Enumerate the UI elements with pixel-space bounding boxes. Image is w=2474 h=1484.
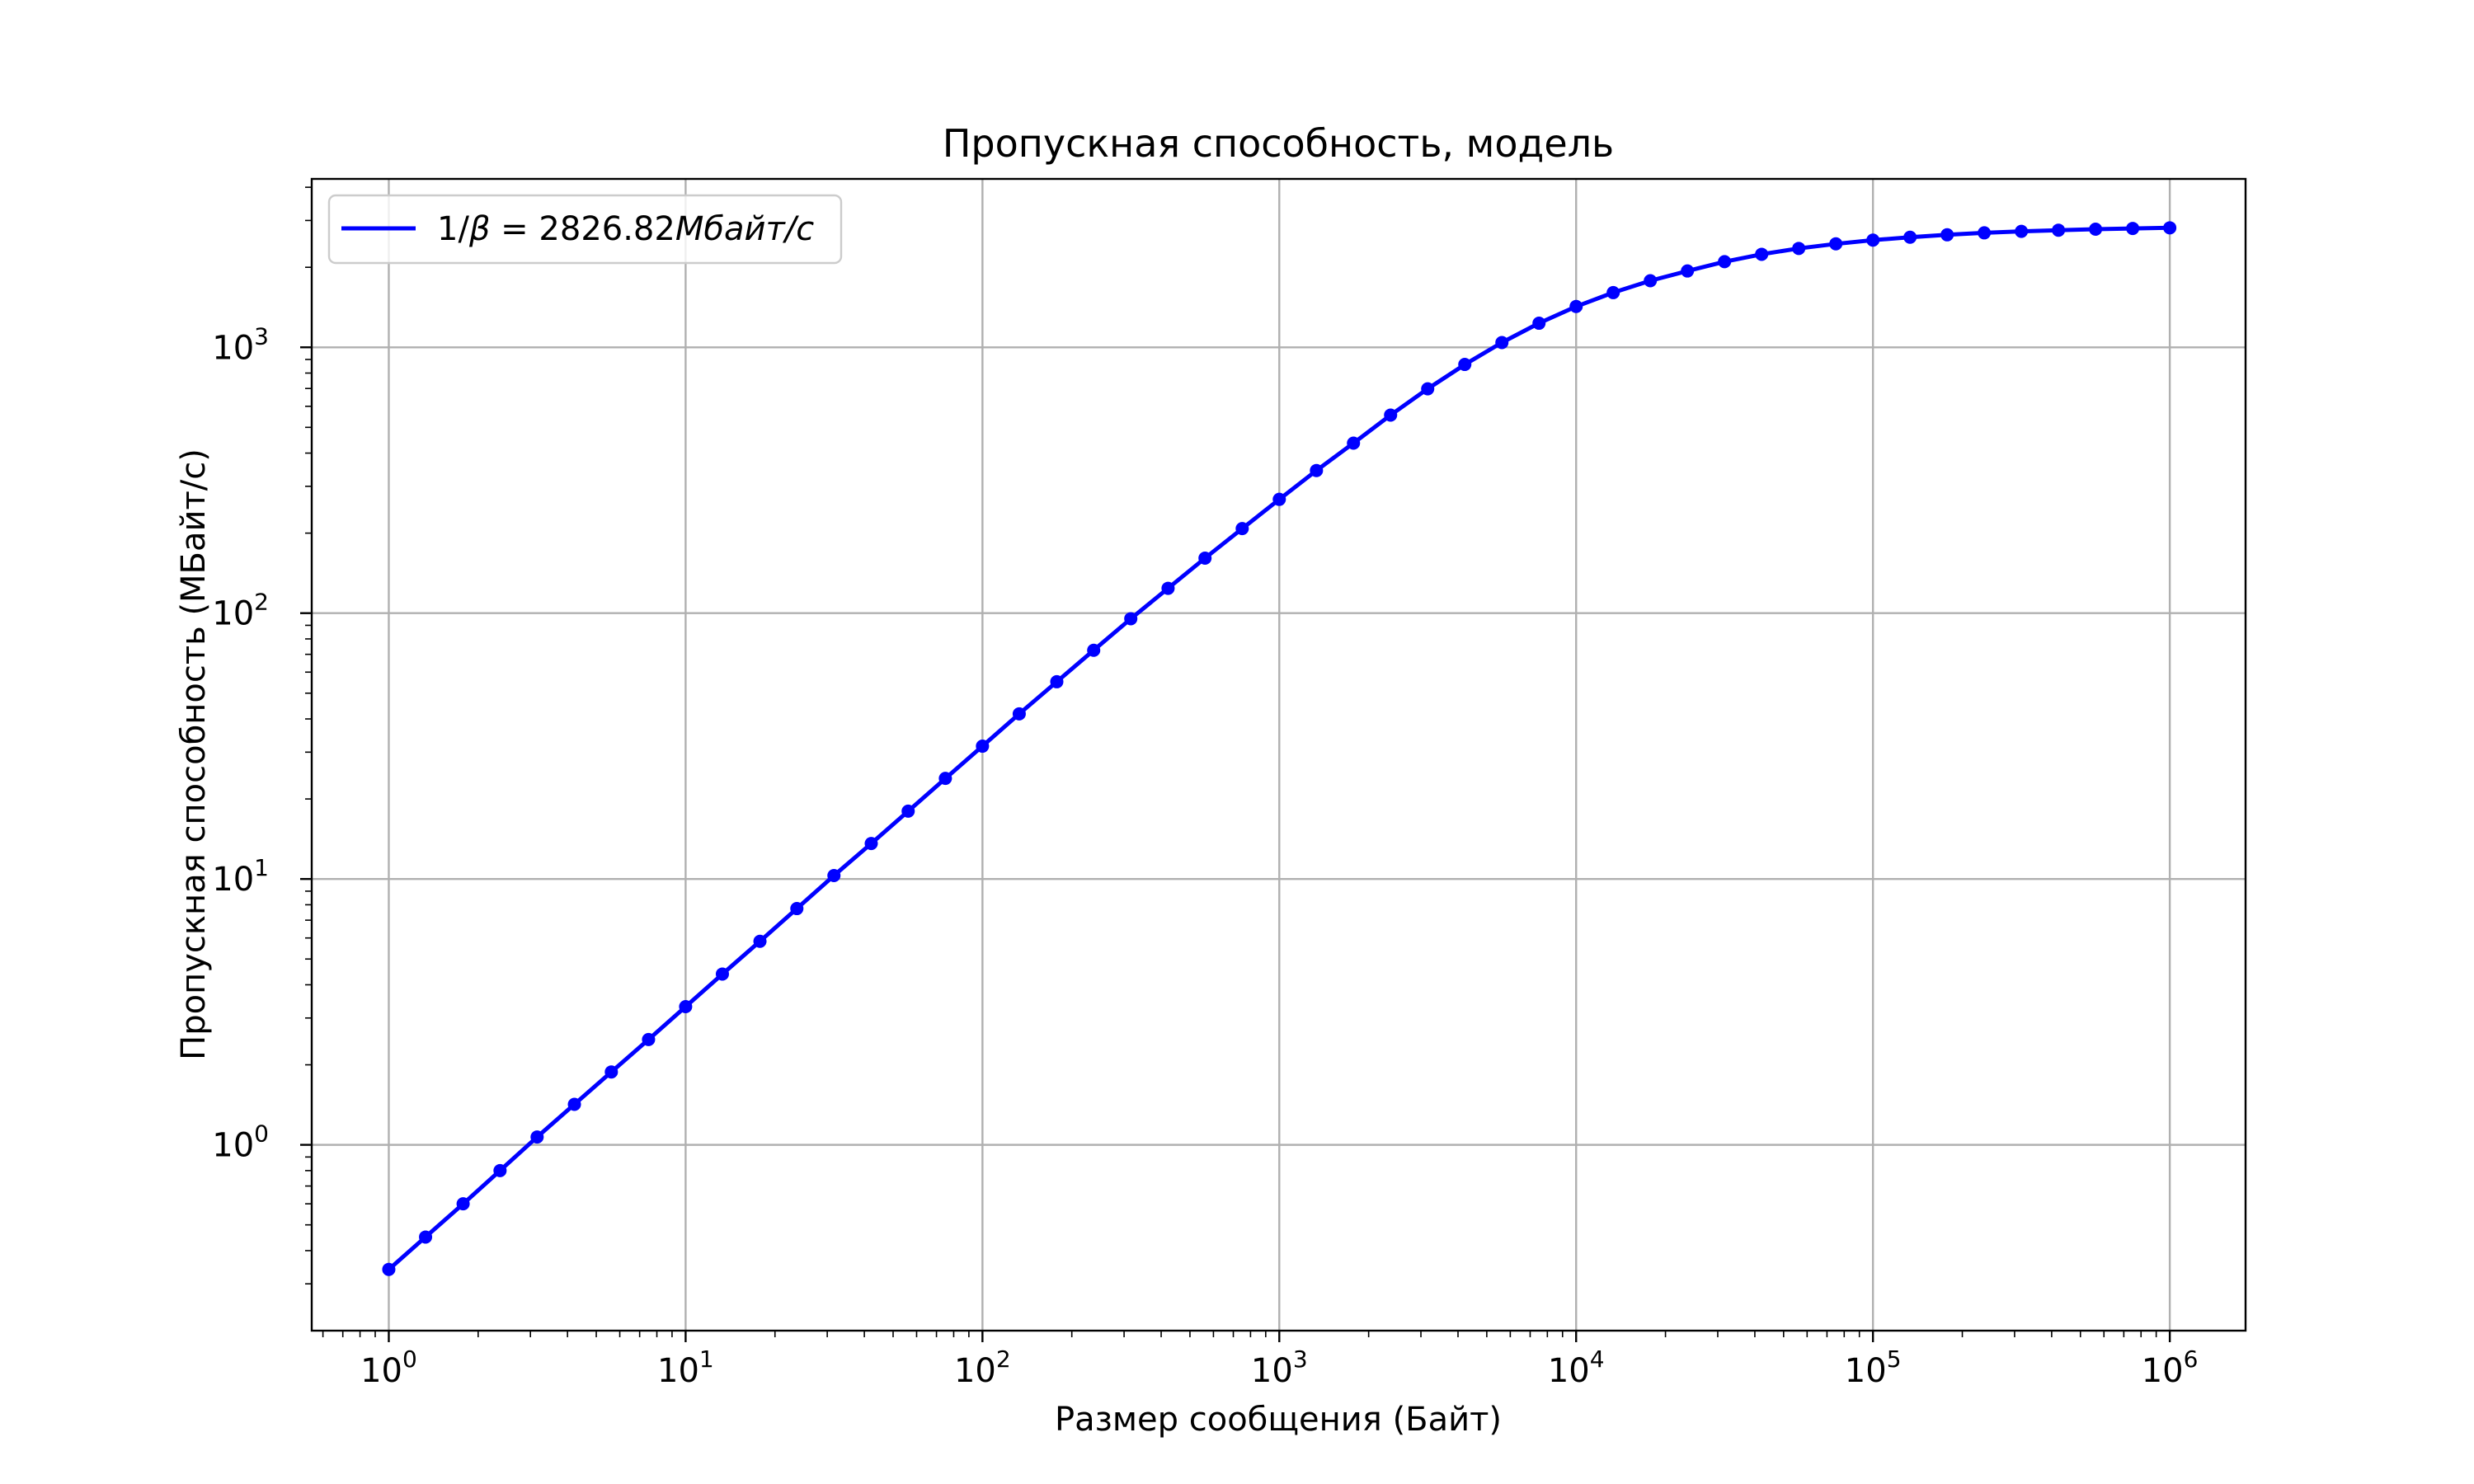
y-tick-label: 103 bbox=[212, 322, 269, 367]
data-point bbox=[1198, 552, 1212, 566]
data-point bbox=[642, 1032, 656, 1046]
data-point bbox=[2163, 221, 2177, 235]
data-point bbox=[1087, 643, 1101, 657]
data-point bbox=[938, 772, 952, 786]
x-tick-label: 106 bbox=[2142, 1345, 2199, 1390]
data-point bbox=[382, 1262, 396, 1276]
y-axis-label: Пропускная способность (МБайт/с) bbox=[175, 448, 213, 1060]
data-point bbox=[1310, 463, 1324, 477]
data-point bbox=[530, 1130, 544, 1144]
data-point bbox=[2089, 222, 2103, 236]
data-point bbox=[2052, 223, 2066, 237]
x-tick-label: 104 bbox=[1548, 1345, 1605, 1390]
data-point bbox=[1978, 226, 1992, 240]
legend-entry: 1/β = 2826.82Мбайт/с bbox=[437, 210, 814, 248]
data-point bbox=[1644, 274, 1658, 288]
data-point bbox=[976, 740, 990, 754]
data-point bbox=[1458, 358, 1472, 372]
ticks: 100 101 102 103 104 105 106 100 101 102 103 bbox=[212, 186, 2199, 1390]
y-tick-label: 100 bbox=[212, 1120, 269, 1165]
data-point bbox=[1606, 285, 1620, 299]
data-point bbox=[1050, 674, 1064, 688]
data-point bbox=[715, 967, 729, 981]
data-point bbox=[1940, 228, 1954, 242]
x-tick-label: 102 bbox=[954, 1345, 1011, 1390]
data-point bbox=[1161, 581, 1175, 595]
x-tick-label: 101 bbox=[657, 1345, 714, 1390]
data-point bbox=[493, 1163, 507, 1177]
data-point bbox=[1792, 242, 1806, 256]
data-point bbox=[1532, 317, 1546, 331]
data-point bbox=[419, 1230, 433, 1244]
y-tick-label: 101 bbox=[212, 854, 269, 899]
data-point bbox=[1347, 436, 1361, 450]
data-point bbox=[1866, 233, 1880, 247]
data-point bbox=[567, 1097, 581, 1111]
legend-box bbox=[327, 194, 843, 265]
x-axis-label: Размер сообщения (Байт) bbox=[1055, 1401, 1502, 1439]
chart-title: Пропускная способность, модель bbox=[943, 121, 1614, 166]
legend: 1/β = 2826.82Мбайт/с bbox=[327, 194, 843, 265]
data-point bbox=[827, 869, 841, 883]
data-point bbox=[456, 1197, 470, 1211]
data-point bbox=[790, 902, 804, 916]
data-point bbox=[1755, 247, 1769, 261]
data-point bbox=[1421, 382, 1435, 396]
data-point bbox=[1681, 264, 1695, 278]
data-point bbox=[1272, 492, 1286, 506]
series-layer bbox=[382, 221, 2177, 1276]
y-tick-label: 102 bbox=[212, 589, 269, 633]
data-point bbox=[2015, 224, 2029, 238]
data-point bbox=[901, 804, 915, 818]
data-point bbox=[1718, 255, 1732, 269]
data-point bbox=[1384, 408, 1398, 422]
data-point bbox=[679, 999, 693, 1013]
data-point bbox=[2126, 222, 2140, 236]
data-point bbox=[1012, 707, 1026, 721]
data-point bbox=[1569, 299, 1583, 313]
data-point bbox=[604, 1065, 618, 1079]
data-point bbox=[1903, 230, 1917, 244]
x-tick-label: 105 bbox=[1845, 1345, 1902, 1390]
data-point bbox=[753, 934, 767, 948]
data-point bbox=[1124, 612, 1138, 626]
x-tick-label: 100 bbox=[360, 1345, 417, 1390]
data-point bbox=[1829, 237, 1843, 251]
data-point bbox=[864, 837, 878, 851]
x-tick-label: 103 bbox=[1251, 1345, 1308, 1390]
data-point bbox=[1495, 336, 1509, 350]
data-point bbox=[1235, 522, 1249, 536]
grid bbox=[312, 179, 2246, 1331]
